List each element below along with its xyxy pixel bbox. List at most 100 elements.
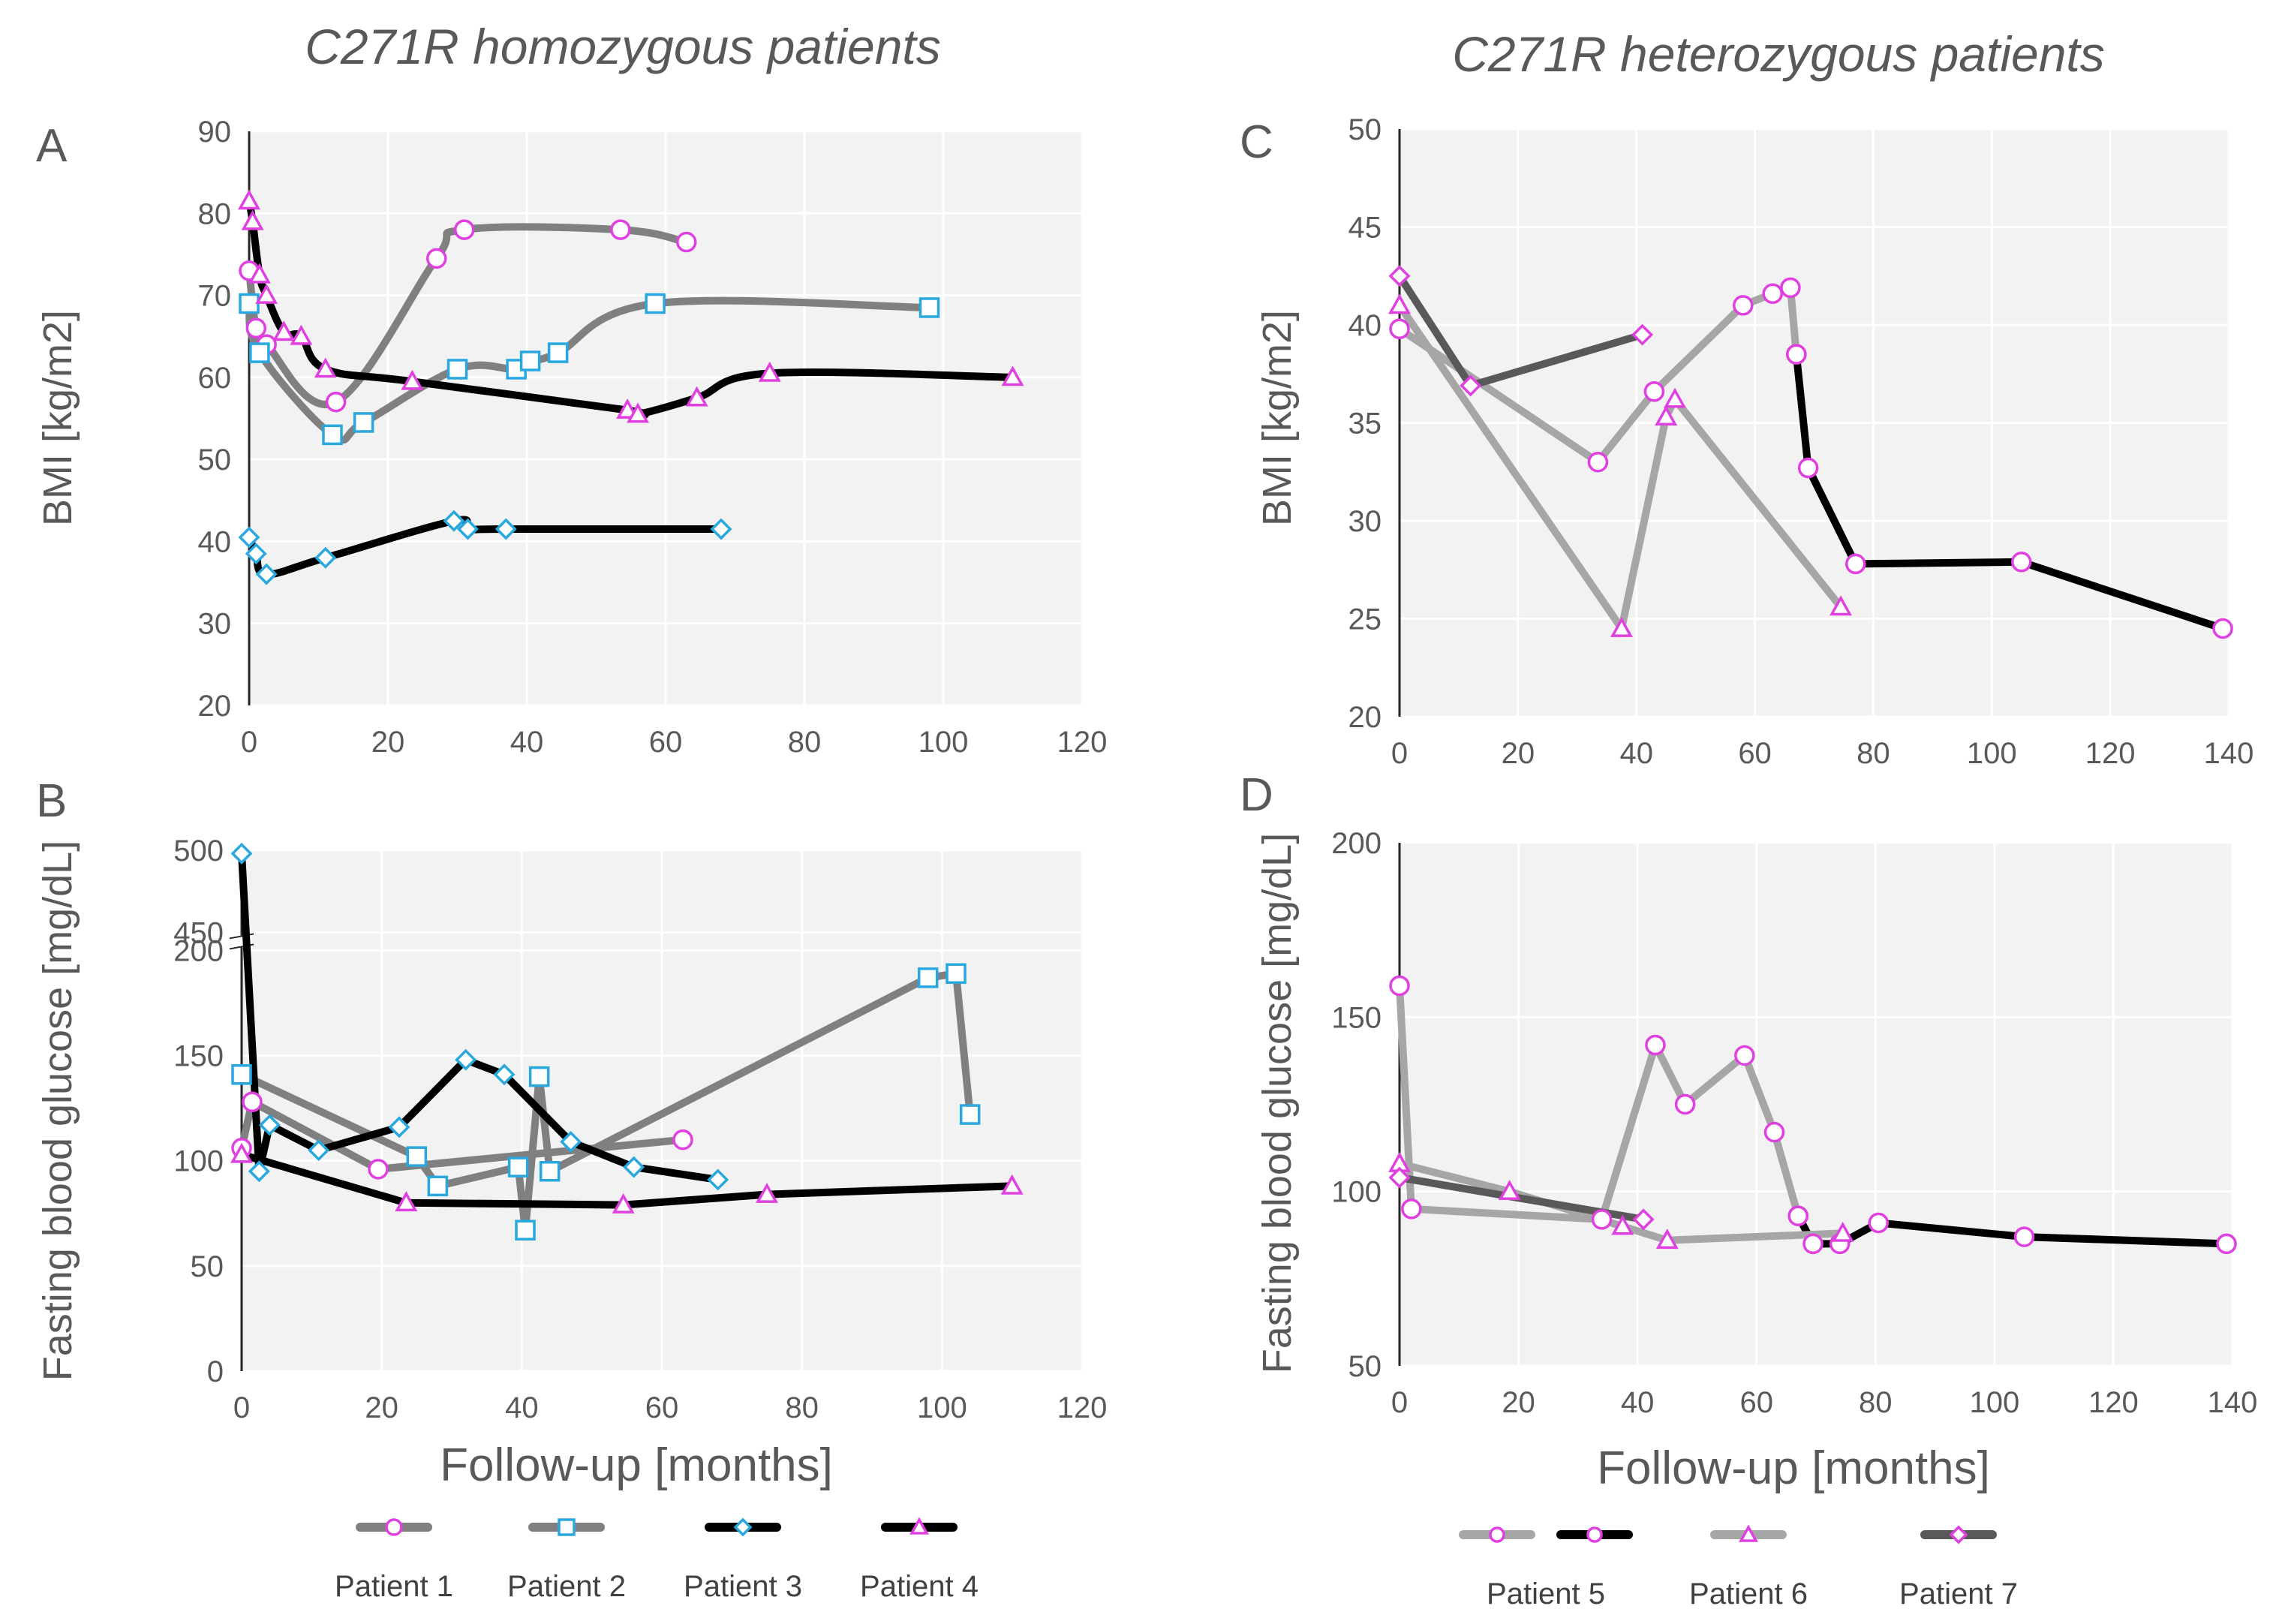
data-point: [248, 1160, 270, 1183]
series-markers-patient-4: [238, 189, 1024, 423]
x-tick-label: 120: [1057, 726, 1108, 759]
y-tick-label: 45: [1348, 212, 1382, 245]
data-point: [1591, 1209, 1613, 1230]
data-point: [623, 1156, 645, 1178]
data-point: [388, 1116, 410, 1138]
data-point: [547, 342, 569, 363]
data-point: [1831, 1221, 1854, 1242]
data-point: [249, 342, 270, 363]
data-point: [539, 1160, 561, 1182]
data-point: [507, 1156, 529, 1177]
series-line: [238, 850, 722, 1183]
data-point: [238, 526, 260, 549]
data-point: [255, 563, 278, 585]
panel-c: 20 25 30 35 40 45 50 0 20 40 60 80 100 120 140 C BMI [kg…: [1240, 113, 2253, 770]
legend-swatch-marker: [909, 1517, 929, 1535]
legend-swatch-marker: [1586, 1526, 1603, 1543]
data-point: [1786, 344, 1807, 365]
x-tick-label: 60: [645, 1391, 679, 1424]
data-point: [1830, 595, 1852, 616]
data-point: [519, 350, 541, 371]
x-tick-label: 140: [2208, 1386, 2258, 1419]
data-point: [676, 231, 697, 253]
series-patient-5: [1396, 982, 1802, 1223]
data-point: [290, 324, 313, 345]
y-axis-title: Fasting blood glucose [mg/dL]: [1255, 833, 1300, 1373]
data-point: [353, 412, 374, 433]
data-point: [446, 359, 468, 380]
data-point: [1787, 1205, 1808, 1226]
y-tick-label: 30: [198, 608, 232, 641]
x-tick-label: 80: [1859, 1386, 1893, 1419]
heterozygous-title: C271R heterozygous patients: [1452, 26, 2105, 82]
data-point: [241, 209, 264, 230]
y-tick-label: 20: [1348, 701, 1382, 734]
legend-item-patient-6: Patient 6: [1689, 1524, 1808, 1610]
data-point: [308, 1139, 330, 1162]
data-point: [2212, 618, 2233, 639]
data-point: [1610, 616, 1633, 637]
data-point: [1845, 553, 1866, 575]
legend-label: Patient 1: [335, 1570, 453, 1603]
y-tick-label: 200: [1331, 827, 1382, 860]
legend-swatch-marker: [1489, 1526, 1505, 1543]
data-point: [368, 1159, 389, 1180]
data-point: [406, 1146, 428, 1167]
legend-item-patient-2: Patient 2: [507, 1518, 626, 1603]
data-point: [1674, 1093, 1696, 1115]
y-tick-label: 40: [198, 525, 232, 558]
data-point: [230, 1142, 253, 1163]
data-point: [245, 317, 266, 339]
data-point: [1655, 405, 1678, 426]
series-line: [238, 970, 974, 1235]
y-tick-label: 100: [173, 1145, 224, 1178]
panel-letter: D: [1240, 769, 1273, 821]
x-tick-label: 20: [371, 726, 405, 759]
y-tick-label: 80: [198, 197, 232, 230]
data-point: [1389, 318, 1410, 339]
data-point: [612, 1192, 635, 1213]
data-point: [1733, 295, 1754, 316]
data-point: [1797, 457, 1819, 479]
data-point: [645, 293, 666, 314]
y-tick-label: 500: [173, 835, 224, 868]
data-point: [946, 963, 967, 985]
y-axis-title: Fasting blood glucose [mg/dL]: [35, 841, 80, 1381]
data-point: [528, 1066, 550, 1087]
x-tick-label: 20: [1502, 1386, 1535, 1419]
series-line: [245, 516, 725, 579]
x-tick-label: 20: [1502, 737, 1535, 770]
data-point: [707, 1168, 729, 1191]
y-tick-label: 25: [1348, 603, 1382, 636]
data-point: [1388, 265, 1411, 287]
data-point: [230, 842, 253, 865]
legend-label: Patient 6: [1689, 1577, 1808, 1610]
legend-label: Patient 2: [507, 1570, 626, 1603]
data-point: [455, 1048, 477, 1071]
series-patient-3: [245, 516, 725, 579]
data-point: [919, 297, 940, 318]
data-point: [1000, 1174, 1024, 1195]
x-tick-label: 40: [1621, 1386, 1655, 1419]
legend-swatch-marker: [1949, 1525, 1968, 1544]
legends-group: Patient 1 Patient 2 Patient 3 Patient 4 Pati…: [335, 1517, 2018, 1610]
data-point: [248, 263, 271, 284]
x-tick-label: 100: [919, 726, 969, 759]
y-tick-label: 150: [1331, 1001, 1382, 1034]
panel-letter: C: [1240, 116, 1273, 168]
data-point: [1762, 283, 1783, 304]
series-markers-patient-3: [238, 510, 732, 585]
x-tick-label: 120: [2088, 1386, 2139, 1419]
data-point: [1587, 451, 1609, 473]
data-point: [395, 1191, 418, 1212]
y-tick-label: 50: [198, 444, 232, 477]
panels-group: 20 30 40 50 60 70 80 90 0 20 40 60 80 100 120 A BMI [kg/…: [35, 113, 2257, 1494]
data-point: [443, 510, 465, 532]
data-point: [454, 219, 475, 240]
legend-label: Patient 4: [860, 1570, 979, 1603]
data-point: [272, 320, 296, 341]
x-tick-label: 0: [233, 1391, 250, 1424]
data-point: [917, 967, 939, 988]
